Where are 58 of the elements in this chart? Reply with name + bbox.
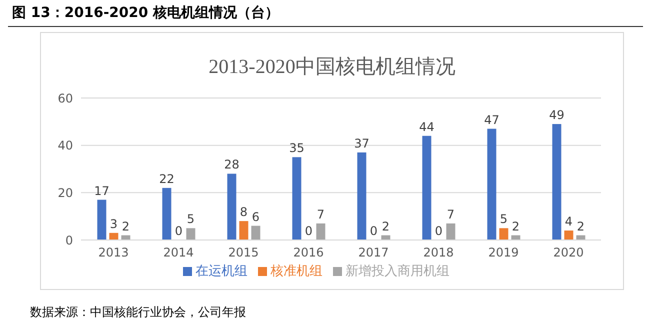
legend-label: 新增投入商用机组 [346,264,450,279]
x-tick-label: 2014 [163,246,194,260]
bar [316,223,326,240]
data-label: 8 [240,205,248,220]
bar [552,124,562,240]
legend-label: 核准机组 [270,264,322,279]
data-label: 5 [500,212,508,226]
bar [251,226,260,240]
bar [97,200,106,240]
data-label: 47 [484,112,500,127]
x-tick-label: 2013 [98,246,129,260]
x-tick-label: 2016 [293,246,324,260]
data-label: 0 [370,224,378,238]
bar [499,228,508,240]
x-tick-label: 2017 [358,246,389,260]
data-label: 37 [354,136,370,150]
data-label: 0 [304,224,313,238]
bar [422,136,432,240]
data-label: 6 [252,210,260,224]
bar [487,128,496,240]
data-label: 17 [94,184,110,198]
data-label: 2 [382,219,390,234]
data-label: 49 [549,108,564,122]
bar [227,174,236,240]
bar [109,232,118,240]
data-label: 28 [224,158,240,172]
data-label: 22 [159,172,174,186]
chart-title: 图 13：2016-2020 核电机组情况（台） [12,4,279,22]
data-label: 0 [174,224,183,238]
data-label: 0 [434,224,443,238]
x-tick-label: 2019 [488,246,519,260]
chart-subtitle: 2013-2020中国核电机组情况 [208,55,456,80]
data-label: 44 [419,120,434,134]
data-label: 2 [576,219,585,234]
y-tick-label: 0 [65,233,73,248]
data-label: 2 [122,219,130,234]
x-tick-label: 2015 [228,246,259,260]
x-tick-label: 2020 [553,246,584,260]
y-tick-label: 20 [58,186,73,200]
legend-label: 在运机组 [196,264,248,279]
bar [446,223,456,240]
data-label: 7 [446,207,455,222]
bar [564,230,574,240]
data-label: 7 [316,207,325,222]
data-label: 2 [512,219,520,234]
y-tick-label: 60 [58,91,73,106]
data-label: 5 [186,212,195,226]
bar [292,157,302,240]
bar [186,228,196,240]
source-note: 数据来源：中国核能行业协会，公司年报 [30,304,246,321]
data-label: 3 [110,216,118,231]
bar [357,152,366,240]
bar [239,221,248,240]
x-tick-label: 2018 [423,246,454,260]
data-label: 4 [564,214,573,229]
data-label: 35 [289,141,304,156]
bar [162,188,172,240]
y-tick-label: 40 [58,138,73,153]
